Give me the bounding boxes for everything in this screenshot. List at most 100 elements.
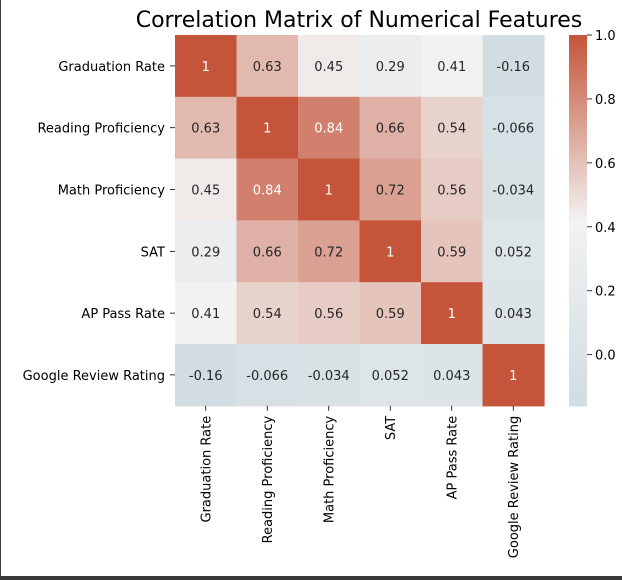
- colorbar-segment: [569, 340, 587, 345]
- colorbar-segment: [569, 260, 587, 265]
- colorbar-segment: [569, 121, 587, 126]
- heatmap-cell: [421, 344, 484, 407]
- heatmap-cell: [175, 158, 238, 221]
- colorbar-segment: [569, 328, 587, 333]
- colorbar-segment: [569, 96, 587, 101]
- colorbar-segment: [569, 251, 587, 255]
- colorbar-segment: [569, 106, 587, 110]
- colorbar-segment: [569, 313, 587, 317]
- colorbar-segment: [569, 310, 587, 314]
- row-tick-labels: Graduation Rate Reading Proficiency Math P…: [23, 60, 175, 384]
- colorbar-segment: [569, 365, 587, 370]
- colorbar-tick-label: 0.6: [595, 157, 616, 172]
- cell-annotation: -0.034: [492, 184, 534, 199]
- colorbar-segment: [569, 229, 587, 234]
- colorbar-segment: [569, 146, 587, 150]
- colorbar-segment: [569, 195, 587, 200]
- heatmap-cell: [482, 282, 545, 345]
- colorbar-segment: [569, 44, 587, 48]
- cell-annotation: 0.052: [495, 245, 532, 260]
- cell-annotation: 0.63: [191, 122, 220, 137]
- colorbar-segment: [569, 272, 587, 277]
- colorbar-segment: [569, 347, 587, 351]
- column-tick-label: Google Review Rating: [507, 416, 522, 558]
- colorbar-segment: [569, 334, 587, 339]
- colorbar-segment: [569, 93, 587, 98]
- heatmap-cell: [421, 158, 484, 221]
- colorbar-segment: [569, 214, 587, 218]
- colorbar-segment: [569, 84, 587, 89]
- colorbar-tick-label: 0.0: [595, 349, 616, 364]
- colorbar-segment: [569, 174, 587, 178]
- cell-annotation: 0.72: [376, 184, 405, 199]
- colorbar-segment: [569, 170, 587, 175]
- heatmap-cells: 1 0.63 0.45 0.29 0.41 -0.16 0.63 1 0.84 0.66 0.54 -…: [175, 35, 545, 407]
- colorbar-segment: [569, 356, 587, 361]
- colorbar-segment: [569, 374, 587, 379]
- colorbar-segment: [569, 331, 587, 336]
- heatmap-cell: [298, 35, 361, 98]
- colorbar-segment: [569, 226, 587, 231]
- colorbar-segment: [569, 220, 587, 225]
- colorbar-segment: [569, 115, 587, 120]
- colorbar-segment: [569, 325, 587, 330]
- heatmap-cell: [175, 96, 238, 160]
- colorbar-segment: [569, 248, 587, 252]
- colorbar-segment: [569, 322, 587, 327]
- colorbar-segment: [569, 133, 587, 138]
- cell-annotation: 0.052: [372, 369, 409, 384]
- colorbar-segment: [569, 41, 587, 45]
- column-tick-labels: Graduation Rate Reading Proficiency Math P…: [200, 405, 522, 558]
- cell-annotation: 0.63: [253, 60, 282, 75]
- heatmap-cell: [236, 344, 299, 407]
- colorbar-segment: [569, 47, 587, 52]
- heatmap-cell: [482, 35, 545, 98]
- colorbar-segment: [569, 102, 587, 107]
- colorbar-segment: [569, 78, 587, 82]
- chart-title: Correlation Matrix of Numerical Features: [136, 8, 583, 33]
- colorbar-segment: [569, 35, 587, 39]
- colorbar-segment: [569, 393, 587, 398]
- heatmap-cell: [359, 96, 422, 160]
- colorbar-segment: [569, 186, 587, 191]
- heatmap-cell: [236, 35, 299, 98]
- heatmap-cell: [421, 282, 484, 345]
- cell-annotation: 0.59: [437, 245, 466, 260]
- colorbar-segment: [569, 232, 587, 237]
- colorbar-segment: [569, 124, 587, 129]
- colorbar-segment: [569, 90, 587, 95]
- colorbar-segment: [569, 189, 587, 194]
- colorbar-segment: [569, 276, 587, 280]
- heatmap-cell: [298, 282, 361, 345]
- cell-annotation: 0.29: [191, 245, 220, 260]
- cell-annotation: 0.29: [376, 60, 405, 75]
- cell-annotation: 0.41: [191, 307, 220, 322]
- column-tick-label: Math Proficiency: [323, 416, 338, 524]
- colorbar-segment: [569, 337, 587, 342]
- colorbar-tick-label: 1.0: [595, 29, 616, 44]
- colorbar-segment: [569, 62, 587, 67]
- colorbar: 0.0 0.2 0.4 0.6 0.8 1.0: [569, 29, 616, 407]
- colorbar-segment: [569, 319, 587, 323]
- row-tick-label: Google Review Rating: [23, 369, 165, 384]
- colorbar-segment: [569, 350, 587, 354]
- heatmap-cell: [236, 282, 299, 345]
- colorbar-segment: [569, 285, 587, 289]
- colorbar-segment: [569, 235, 587, 240]
- heatmap-cell: [482, 220, 545, 283]
- cell-annotation: 0.54: [253, 307, 282, 322]
- column-tick-label: AP Pass Rate: [446, 416, 461, 500]
- colorbar-segment: [569, 65, 587, 70]
- heatmap-cell: [482, 96, 545, 160]
- colorbar-segment: [569, 263, 587, 268]
- heatmap-cell: [359, 220, 422, 283]
- heatmap-cell: [359, 35, 422, 98]
- colorbar-segment: [569, 201, 587, 206]
- colorbar-segment: [569, 152, 587, 157]
- colorbar-segment: [569, 359, 587, 364]
- colorbar-segment: [569, 38, 587, 42]
- cell-annotation: 0.66: [376, 122, 405, 137]
- colorbar-segment: [569, 109, 587, 113]
- cell-annotation: 0.043: [495, 307, 532, 322]
